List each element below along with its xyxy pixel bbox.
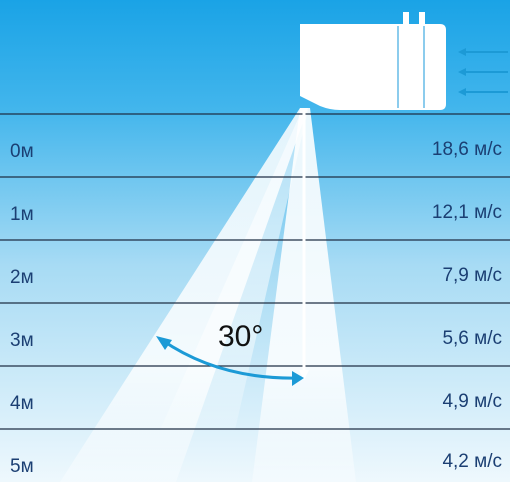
speed-label-0: 18,6 м/с (431, 139, 502, 160)
air-beam-middle (160, 110, 308, 430)
distance-label-4: 4м (10, 393, 34, 414)
speed-label-2: 7,9 м/с (442, 265, 502, 286)
angle-arc-arrowhead (156, 336, 172, 350)
distance-label-3: 3м (10, 330, 34, 351)
speed-label-1: 12,1 м/с (431, 202, 502, 223)
angle-arc-arrowhead-right (292, 371, 304, 386)
angle-arc (161, 338, 301, 380)
intake-arrows (458, 48, 508, 96)
heater-unit (300, 12, 446, 110)
angle-label: 30° (218, 320, 264, 353)
distance-label-5: 5м (10, 456, 34, 477)
distance-label-0: 0м (10, 141, 34, 162)
speed-label-3: 5,6 м/с (442, 328, 502, 349)
distance-label-1: 1м (10, 204, 34, 225)
distance-label-2: 2м (10, 267, 34, 288)
speed-label-5: 4,2 м/с (442, 451, 502, 472)
distance-lines (0, 113, 510, 430)
air-beam-left (60, 108, 308, 482)
speed-label-4: 4,9 м/с (442, 391, 502, 412)
